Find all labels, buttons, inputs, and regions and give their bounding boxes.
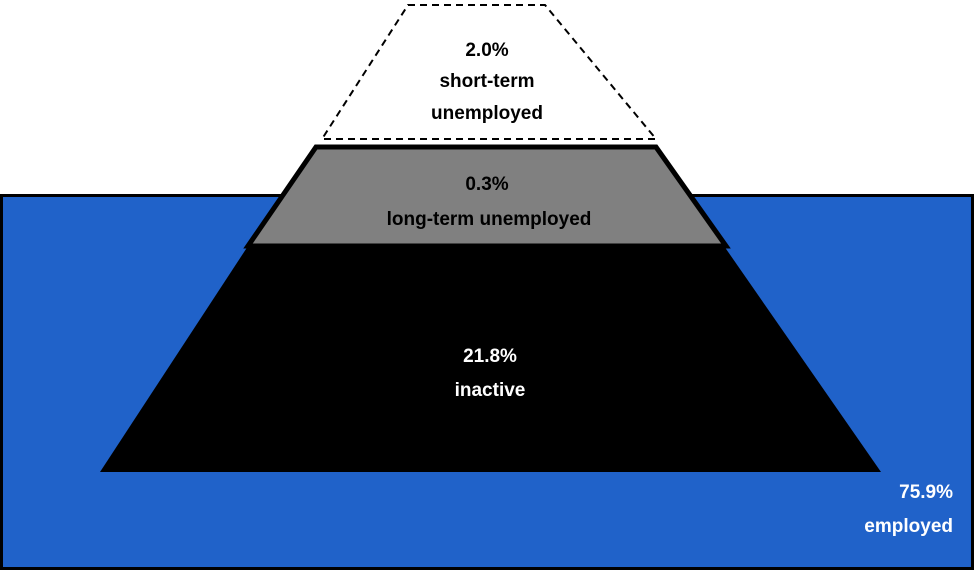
long-term-label: long-term unemployed — [387, 209, 592, 230]
short-term-value: 2.0% — [465, 40, 508, 61]
short-term-unemployed-segment — [320, 4, 659, 140]
employed-value: 75.9% — [899, 482, 953, 503]
short-term-label-line2: unemployed — [431, 103, 543, 124]
inactive-value: 21.8% — [463, 346, 517, 367]
inactive-segment — [100, 246, 881, 472]
short-term-label-line1: short-term — [439, 71, 534, 92]
long-term-value: 0.3% — [465, 174, 508, 195]
long-term-unemployed-segment — [243, 144, 731, 249]
inactive-label: inactive — [455, 380, 526, 401]
employed-label: employed — [864, 516, 953, 537]
